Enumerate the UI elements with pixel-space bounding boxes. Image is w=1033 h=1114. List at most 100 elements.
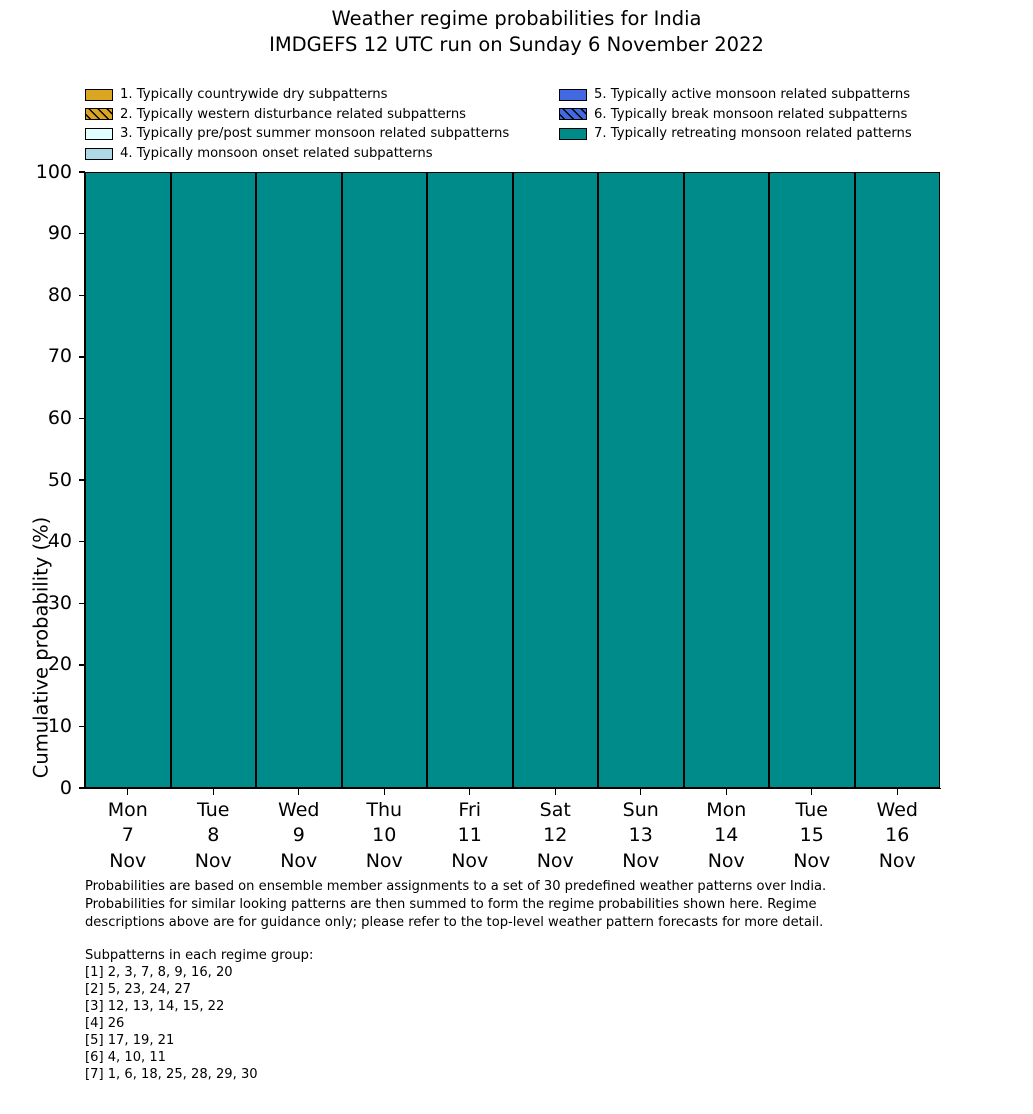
y-axis-tick-label: 0 [59,776,72,799]
y-axis-tick-label: 60 [47,406,72,429]
x-axis-tick-label: Fri 11 Nov [427,789,513,874]
x-axis-tick: Tue 8 Nov [171,789,257,872]
bar-segment[interactable] [769,172,855,788]
y-axis-tick-mark [79,356,85,358]
chart-title: Weather regime probabilities for India I… [0,6,1033,57]
x-axis-tick: Sun 13 Nov [598,789,684,872]
x-axis-tick-mark [554,789,556,795]
y-axis-tick-mark [79,171,85,173]
x-axis-tick-label-line: 14 [714,824,739,847]
x-axis-tick-mark [298,789,300,795]
x-axis-tick-mark [127,789,129,795]
x-axis-tick-label-line: 16 [885,824,910,847]
x-axis-tick-label-line: 15 [799,824,824,847]
x-axis-tick-label-line: Nov [109,849,147,872]
x-axis-tick: Wed 16 Nov [855,789,941,872]
x-axis-tick-label-line: Nov [622,849,660,872]
y-axis-tick-mark [79,479,85,481]
x-axis-tick-label-line: Wed [278,799,320,821]
bar-segment[interactable] [256,172,342,788]
bar-column[interactable] [427,172,513,788]
bar-column[interactable] [85,172,171,788]
y-axis-tick-label: 10 [47,714,72,737]
regime-group-line: [6] 4, 10, 11 [85,1050,167,1066]
bar-segment[interactable] [341,172,427,788]
x-axis-tick-label-line: 7 [121,824,134,847]
y-axis-tick-label: 70 [47,345,72,368]
regime-group-listing: Subpatterns in each regime group: [1] 2,… [85,947,685,1083]
x-axis-tick-label: Sat 12 Nov [513,789,599,874]
bar-column[interactable] [170,172,256,788]
bar-column[interactable] [341,172,427,788]
x-axis-tick-mark [725,789,727,795]
x-axis-spine [84,788,941,790]
x-axis-tick-label-line: Tue [197,799,230,821]
x-axis-tick-label-line: Nov [194,849,232,872]
legend-column-right: 5. Typically active monsoon related subp… [559,85,912,144]
legend-item[interactable]: 7. Typically retreating monsoon related … [559,124,912,144]
regime-group-line: [5] 17, 19, 21 [85,1033,175,1049]
regime-group-line: [7] 1, 6, 18, 25, 28, 29, 30 [85,1067,258,1083]
bar-segment[interactable] [598,172,684,788]
x-axis-tick-label-line: Nov [280,849,318,872]
x-axis-tick-label-line: 8 [207,824,220,847]
legend-item[interactable]: 6. Typically break monsoon related subpa… [559,105,912,125]
bar-column[interactable] [512,172,598,788]
x-axis-tick-label-line: Nov [878,849,916,872]
bar-segment[interactable] [854,172,940,788]
bar-segment[interactable] [427,172,513,788]
bar-segment[interactable] [170,172,256,788]
legend-label: 5. Typically active monsoon related subp… [594,87,911,103]
legend-label: 4. Typically monsoon onset related subpa… [120,146,433,162]
bar-segment[interactable] [683,172,769,788]
x-axis-tick-mark [640,789,642,795]
legend-label: 7. Typically retreating monsoon related … [594,126,912,142]
x-axis-tick-mark [383,789,385,795]
y-axis-spine [84,172,86,788]
legend-swatch [85,88,113,101]
x-axis-tick-label: Tue 15 Nov [769,789,855,874]
x-axis-tick: Mon 14 Nov [684,789,770,872]
legend-item[interactable]: 4. Typically monsoon onset related subpa… [85,144,509,164]
x-axis-tick-label-line: 9 [292,824,305,847]
legend-item[interactable]: 3. Typically pre/post summer monsoon rel… [85,124,509,144]
regime-group-line: [3] 12, 13, 14, 15, 22 [85,999,225,1015]
y-axis-tick-mark [79,294,85,296]
y-axis-tick-label: 40 [47,530,72,553]
x-axis-tick: Wed 9 Nov [256,789,342,872]
bar-column[interactable] [769,172,855,788]
y-axis-tick-label: 90 [47,222,72,245]
x-axis-tick-label-line: Sat [539,799,571,821]
legend-swatch [85,147,113,160]
x-axis: Mon 7 Nov Tue 8 Nov Wed 9 Nov Thu 10 Nov Fri 11 Nov Sat… [85,789,941,872]
x-axis-tick-label-line: Mon [107,799,148,821]
regime-group-line: [4] 26 [85,1016,125,1032]
bar-segment[interactable] [512,172,598,788]
bar-column[interactable] [598,172,684,788]
x-axis-tick-mark [896,789,898,795]
y-axis-tick-label: 80 [47,283,72,306]
x-axis-tick-label: Tue 8 Nov [171,789,257,874]
x-axis-tick-mark [212,789,214,795]
legend-swatch [559,88,587,101]
y-axis-tick-label: 50 [47,468,72,491]
bar-column[interactable] [256,172,342,788]
legend-item[interactable]: 2. Typically western disturbance related… [85,105,509,125]
legend-item[interactable]: 5. Typically active monsoon related subp… [559,85,912,105]
x-axis-tick: Mon 7 Nov [85,789,171,872]
bar-column[interactable] [683,172,769,788]
x-axis-tick-label-line: Thu [366,799,403,821]
x-axis-tick-label-line: Nov [793,849,831,872]
hatch-pattern-icon [86,109,112,120]
legend-swatch [85,108,113,121]
y-axis-tick-mark [79,417,85,420]
y-axis-label: Cumulative probability (%) [29,516,53,779]
x-axis-tick-label-line: Sun [622,799,659,821]
legend-item[interactable]: 1. Typically countrywide dry subpatterns [85,85,509,105]
bar-column[interactable] [854,172,940,788]
x-axis-tick-label-line: Nov [451,849,489,872]
y-axis: Cumulative probability (%) 0 10 20 30 40 50 60… [0,161,85,799]
bar-segment[interactable] [85,172,171,788]
y-axis-tick-label: 20 [47,653,72,676]
x-axis-tick: Thu 10 Nov [342,789,428,872]
